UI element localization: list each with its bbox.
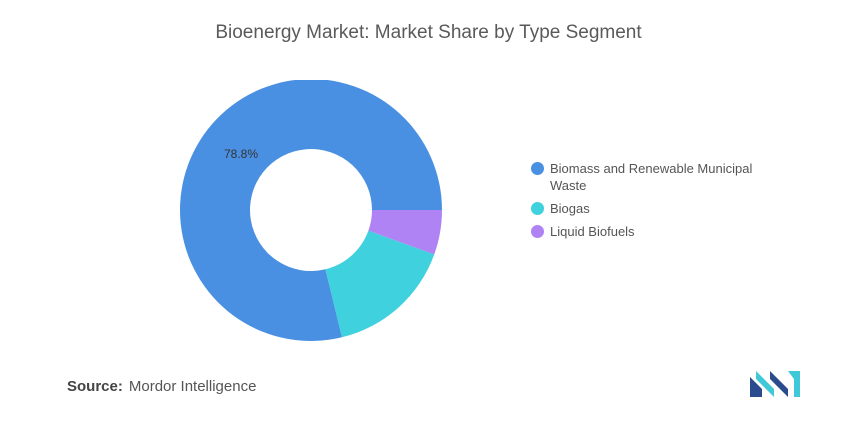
- chart-legend: Biomass and Renewable Municipal Waste Bio…: [531, 160, 791, 246]
- logo-right-stroke: [770, 371, 788, 397]
- legend-item: Biomass and Renewable Municipal Waste: [531, 160, 791, 194]
- legend-label: Biogas: [550, 201, 590, 216]
- data-label-biomass: 78.8%: [224, 147, 258, 161]
- legend-item: Biogas: [531, 200, 791, 217]
- legend-swatch: [531, 202, 544, 215]
- logo-mid-stroke: [756, 371, 774, 397]
- legend-item: Liquid Biofuels: [531, 223, 791, 240]
- slice-biogas: [325, 230, 435, 338]
- slice-liquid-biofuels: [368, 210, 442, 255]
- legend-swatch: [531, 225, 544, 238]
- legend-label: Biomass and Renewable Municipal Waste: [550, 161, 753, 193]
- chart-title: Bioenergy Market: Market Share by Type S…: [215, 22, 642, 43]
- logo-end-stroke: [788, 371, 800, 397]
- donut-chart: 78.8%: [180, 80, 442, 341]
- logo-left-stroke: [750, 377, 762, 397]
- legend-label: Liquid Biofuels: [550, 224, 635, 239]
- source-note: Source: Mordor Intelligence: [67, 378, 256, 395]
- mordor-intelligence-logo-icon: [750, 371, 800, 397]
- legend-swatch: [531, 162, 544, 175]
- source-label: Source:: [67, 378, 123, 395]
- source-text: Mordor Intelligence: [128, 378, 257, 395]
- slice-biomass-and-renewable-municipal-waste: [180, 80, 442, 341]
